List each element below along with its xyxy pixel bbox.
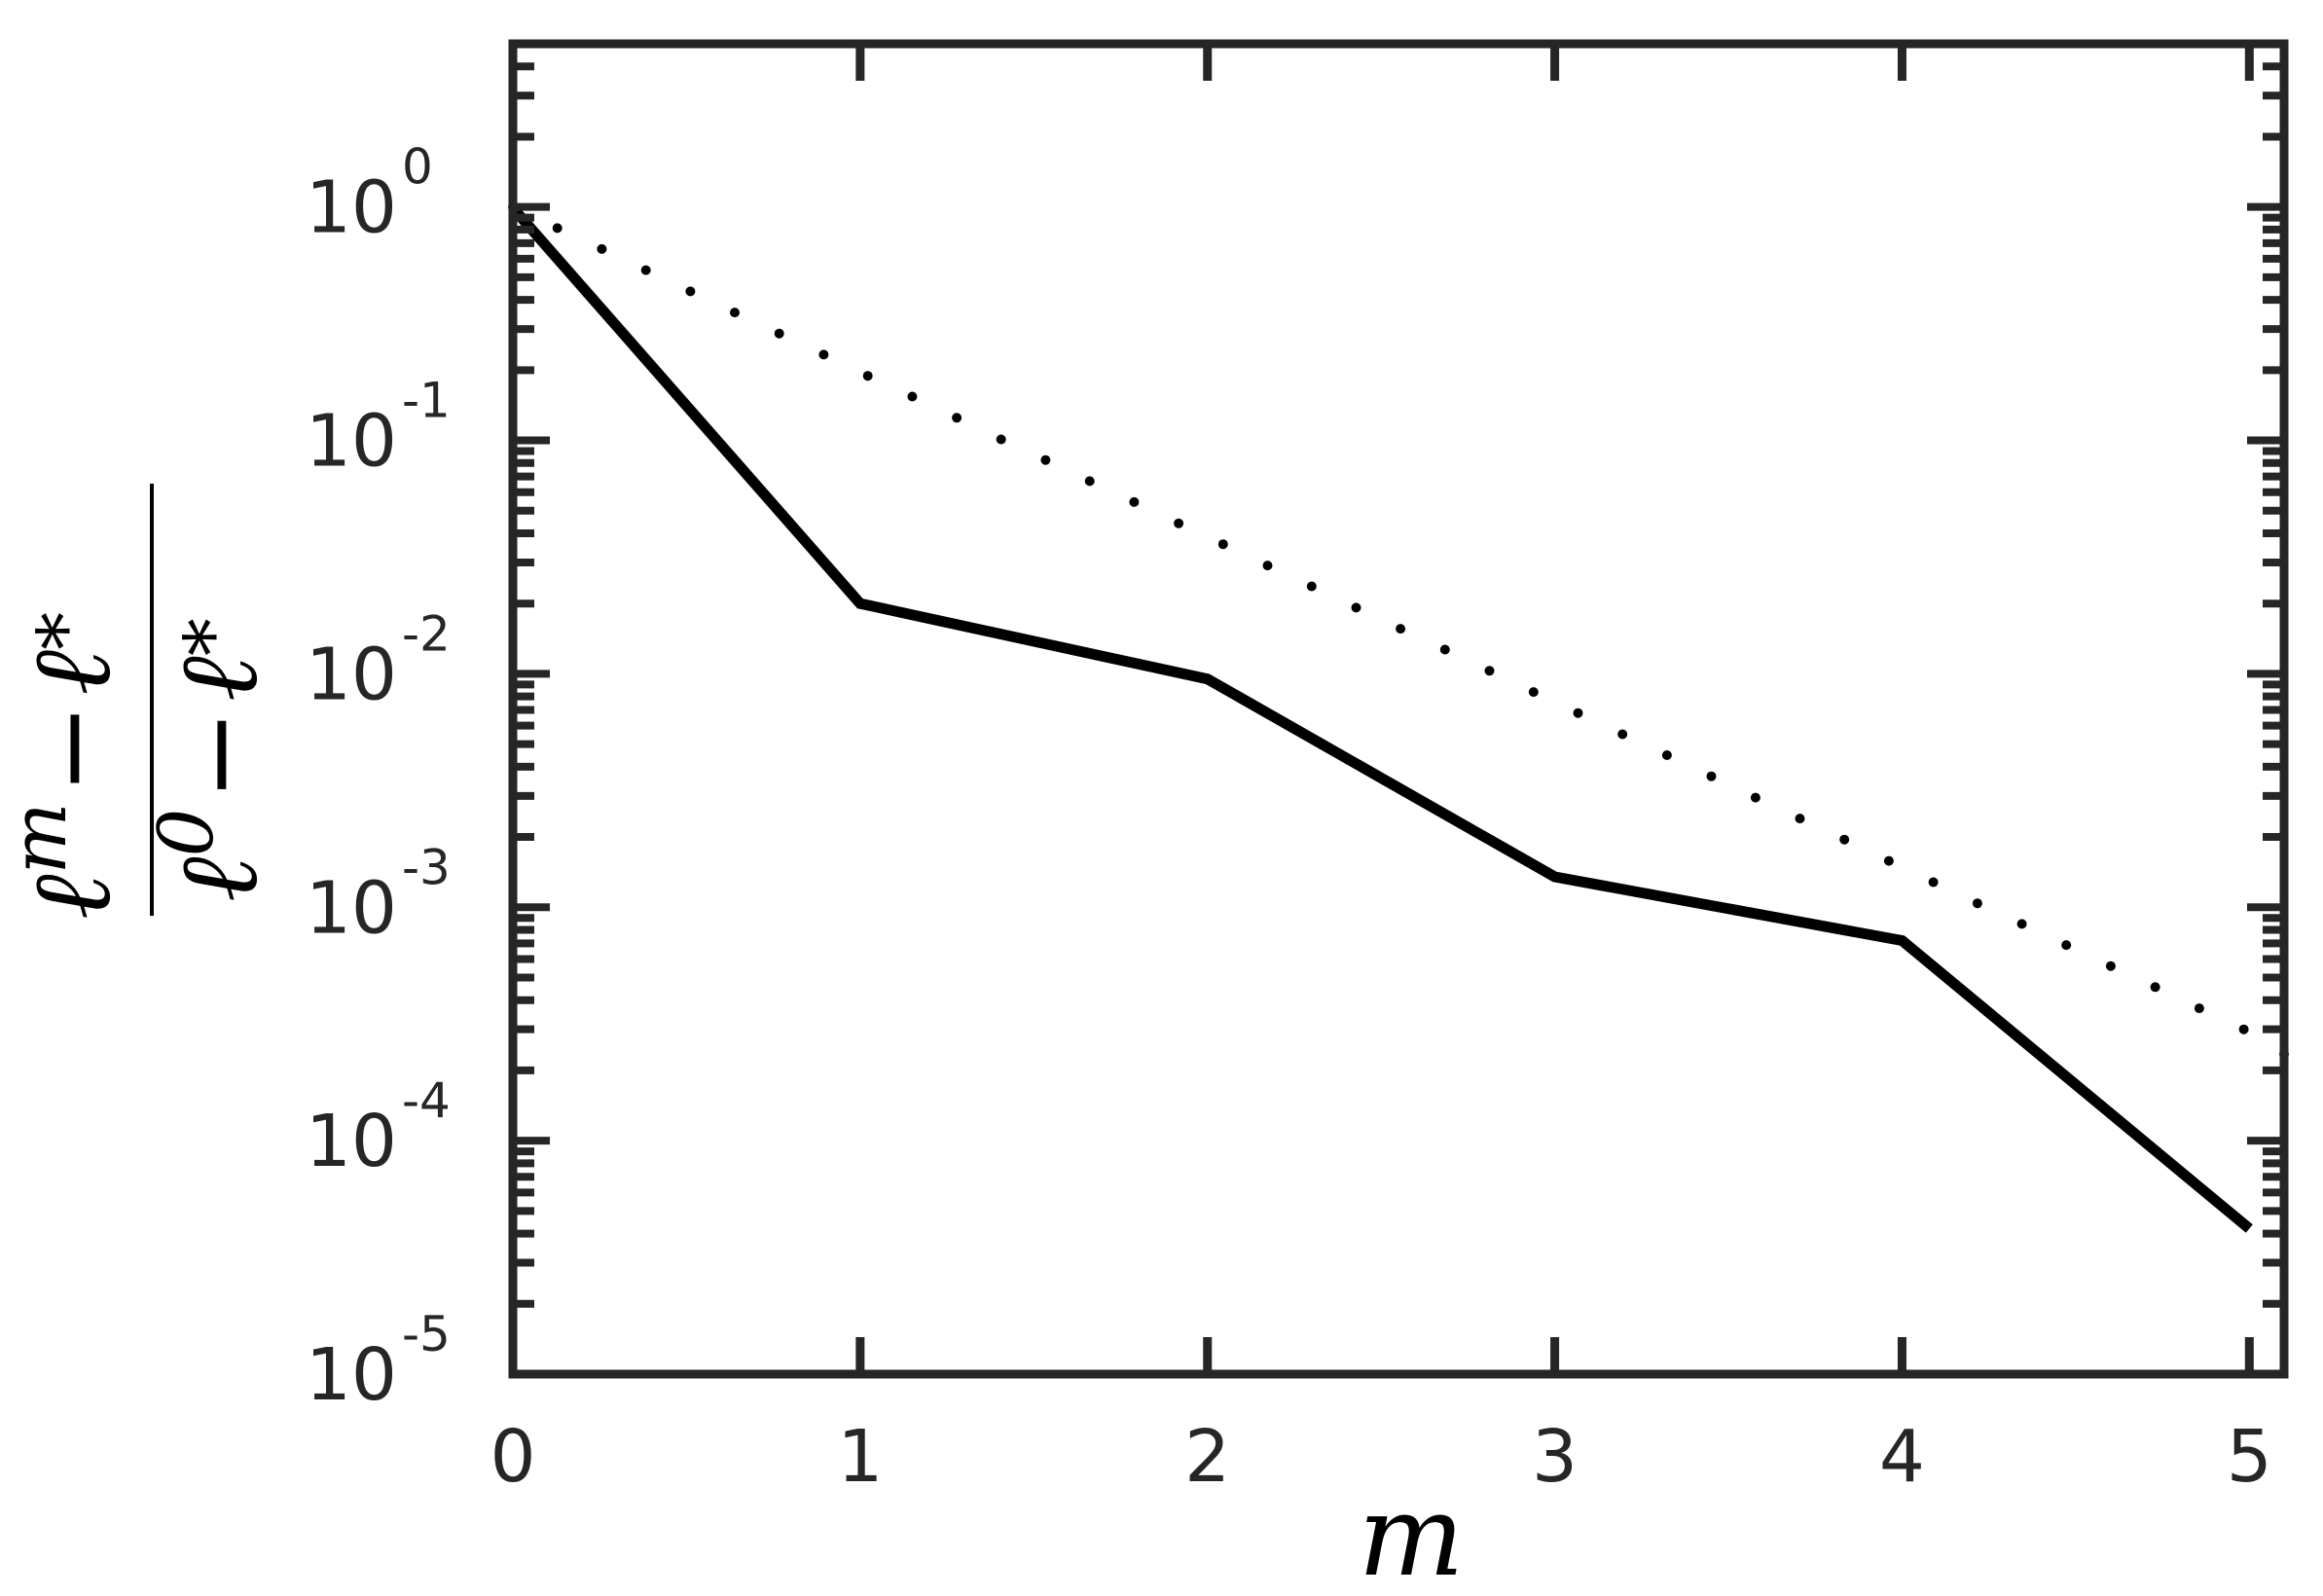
series-dot — [1396, 624, 1406, 635]
y-label-denominator: ℓ0−ℓ* — [143, 618, 282, 902]
series-dot — [1661, 750, 1672, 760]
y-tick-base: 10 — [306, 866, 397, 950]
series-dot — [1351, 602, 1361, 613]
series-dot — [597, 243, 607, 254]
series-dot — [730, 308, 740, 318]
series-dot — [1306, 581, 1317, 592]
numerator-rhs-sub: * — [22, 612, 110, 650]
y-tick-exponent: 0 — [402, 139, 433, 196]
y-tick-base: 10 — [306, 1100, 397, 1183]
series-dot — [1617, 729, 1628, 740]
denominator-base: ℓ — [156, 856, 282, 902]
series-dot — [1528, 687, 1539, 698]
series-dot — [1839, 834, 1850, 845]
series-dot — [774, 328, 784, 339]
y-tick-label: 10 — [306, 1100, 397, 1183]
svg-text:ℓm−ℓ*: ℓm−ℓ* — [0, 612, 135, 920]
y-label-numerator: ℓm−ℓ* — [0, 612, 135, 920]
series-dot — [1217, 539, 1228, 550]
series-dot — [907, 391, 918, 402]
series-dot — [1484, 666, 1495, 676]
y-tick-label: 10 — [306, 1333, 397, 1417]
y-tick-base: 10 — [306, 400, 397, 484]
series-dot — [552, 223, 563, 234]
y-tick-exponent: -3 — [402, 839, 451, 895]
y-tick-label: 10 — [306, 866, 397, 950]
series-dot — [2150, 982, 2160, 993]
series-dot — [2061, 940, 2072, 951]
y-tick-exponent: -4 — [402, 1072, 451, 1129]
ticks-layer — [508, 40, 2284, 1378]
series-dot — [996, 434, 1006, 445]
series-dot — [1928, 877, 1939, 888]
series-dot — [1883, 855, 1894, 866]
series-dot — [1750, 792, 1760, 803]
series-dot — [1174, 518, 1184, 528]
y-tick-exponent: -2 — [402, 605, 451, 662]
series-dot — [1084, 476, 1095, 487]
y-tick-exponent: -5 — [402, 1306, 451, 1362]
series-line-solid — [508, 204, 2253, 1233]
x-axis-label: m — [1358, 1471, 1464, 1596]
series-dot — [952, 413, 962, 423]
y-tick-label: 10 — [306, 400, 397, 484]
x-tick-label: 2 — [1184, 1415, 1230, 1499]
svg-text:ℓ0−ℓ*: ℓ0−ℓ* — [143, 618, 282, 902]
series-dot — [862, 371, 873, 381]
series-layer — [508, 201, 2289, 1233]
series-dot — [1972, 898, 1982, 909]
y-tick-label: 10 — [306, 633, 397, 716]
numerator-op: − — [9, 704, 135, 795]
denominator-op: − — [156, 709, 282, 801]
x-tick-label: 1 — [837, 1415, 883, 1499]
series-dot — [2238, 1024, 2249, 1034]
x-tick-label: 3 — [1532, 1415, 1578, 1499]
series-dot — [2194, 1003, 2204, 1014]
series-dot — [1262, 561, 1273, 571]
series-dot — [1706, 771, 1717, 781]
series-dot — [1129, 496, 1140, 507]
y-tick-base: 10 — [306, 1333, 397, 1417]
y-tick-base: 10 — [306, 633, 397, 716]
y-axis-label: ℓm−ℓ* ℓ0−ℓ* — [0, 484, 282, 920]
numerator-sup: m — [0, 802, 84, 874]
denominator-sup: 0 — [143, 809, 231, 857]
y-tick-base: 10 — [306, 166, 397, 250]
y-tick-exponent: -1 — [402, 373, 451, 429]
series-dot — [2016, 919, 2027, 929]
series-dot — [1439, 644, 1450, 655]
series-dot — [1795, 814, 1805, 824]
x-tick-label: 5 — [2227, 1415, 2272, 1499]
plot-frame — [508, 39, 2289, 1379]
series-dot — [685, 286, 696, 297]
denominator-rhs: ℓ — [156, 656, 282, 702]
denominator-rhs-sub: * — [169, 618, 257, 656]
series-dot — [640, 265, 651, 275]
y-tick-label: 10 — [306, 166, 397, 250]
series-dot — [1040, 454, 1051, 465]
series-dot — [1573, 707, 1583, 718]
x-tick-label: 0 — [490, 1415, 535, 1499]
numerator-rhs: ℓ — [9, 650, 135, 696]
x-tick-label: 4 — [1879, 1415, 1925, 1499]
series-dot — [818, 349, 829, 360]
series-dot — [2105, 961, 2116, 971]
numerator-base: ℓ — [9, 874, 135, 920]
